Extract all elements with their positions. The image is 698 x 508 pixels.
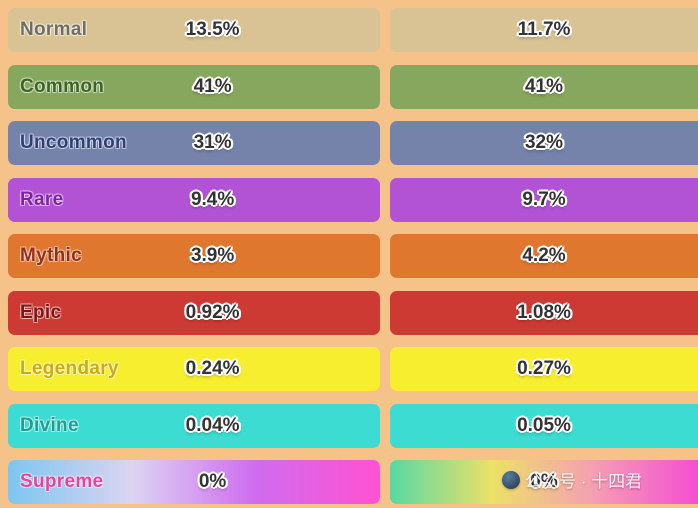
rarity-name: Mythic — [20, 245, 82, 266]
right-percent: 9.7% — [522, 188, 566, 210]
left-percent: 0.24% — [185, 358, 240, 379]
rarity-row: Common 41% 41% — [8, 64, 698, 109]
rarity-row: Mythic 3.9% 4.2% — [8, 234, 698, 278]
left-bar: Mythic 3.9% — [8, 234, 380, 278]
left-bar: Normal 13.5% — [8, 8, 380, 52]
right-bar: 0.05% — [390, 403, 698, 448]
right-percent: 0.27% — [517, 358, 571, 379]
rarity-name: Legendary — [20, 358, 119, 379]
right-bar: 32% — [390, 121, 698, 165]
left-percent: 0% — [198, 471, 227, 492]
right-percent: 41% — [524, 75, 564, 97]
rarity-row: Supreme 0% 0% — [8, 460, 698, 504]
left-bar: Common 41% — [8, 64, 380, 109]
right-bar: 1.08% — [390, 290, 698, 335]
rarity-row: Uncommon 31% 32% — [8, 121, 698, 165]
right-bar: 0.27% — [390, 347, 698, 391]
right-bar: 41% — [390, 64, 698, 109]
rarity-name: Divine — [20, 414, 79, 436]
right-percent: 4.2% — [522, 245, 566, 266]
left-percent: 3.9% — [190, 245, 235, 266]
right-percent: 11.7% — [517, 19, 571, 40]
right-bar: 4.2% — [390, 234, 698, 278]
rarity-name: Epic — [20, 301, 62, 323]
right-percent: 0.05% — [517, 414, 571, 436]
left-bar: Uncommon 31% — [8, 121, 380, 165]
left-bar: Supreme 0% — [8, 460, 380, 504]
right-percent: 32% — [524, 132, 564, 153]
rarity-row: Legendary 0.24% 0.27% — [8, 347, 698, 391]
right-percent: 1.08% — [517, 301, 571, 323]
left-percent: 31% — [193, 132, 232, 153]
rarity-row: Epic 0.92% 1.08% — [8, 290, 698, 335]
left-percent: 0.04% — [185, 414, 240, 436]
right-bar: 11.7% — [390, 8, 698, 52]
left-percent: 0.92% — [185, 301, 240, 323]
left-percent: 13.5% — [185, 19, 240, 40]
rarity-row: Rare 9.4% 9.7% — [8, 177, 698, 222]
left-percent: 41% — [193, 75, 232, 97]
left-bar: Legendary 0.24% — [8, 347, 380, 391]
left-bar: Divine 0.04% — [8, 403, 380, 448]
rarity-name: Rare — [20, 188, 64, 210]
rarity-row: Normal 13.5% 11.7% — [8, 8, 698, 52]
rarity-row: Divine 0.04% 0.05% — [8, 403, 698, 448]
rarity-name: Normal — [20, 19, 88, 40]
right-bar: 0% — [390, 460, 698, 504]
rarity-name: Common — [20, 75, 105, 97]
left-bar: Rare 9.4% — [8, 177, 380, 222]
right-bar: 9.7% — [390, 177, 698, 222]
left-percent: 9.4% — [190, 188, 235, 210]
left-bar: Epic 0.92% — [8, 290, 380, 335]
rarity-name: Supreme — [20, 471, 104, 492]
right-percent: 0% — [530, 471, 558, 492]
rarity-name: Uncommon — [20, 132, 127, 153]
